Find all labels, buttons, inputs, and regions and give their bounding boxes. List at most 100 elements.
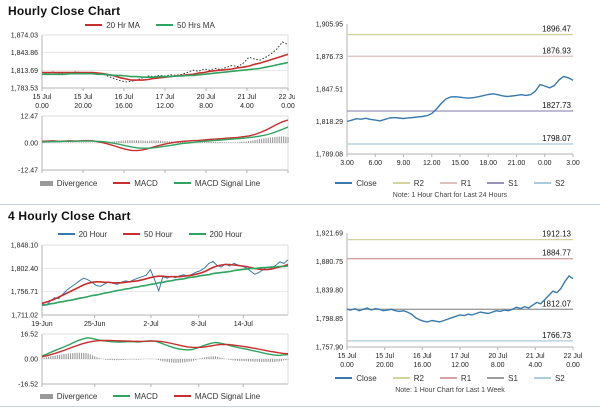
- x-axis-label: 3.00: [566, 160, 580, 167]
- y-axis-label: 1,818.29: [316, 119, 343, 126]
- y-axis-label: 1,802.40: [11, 266, 38, 273]
- y-axis-label: 1,847.51: [316, 87, 343, 94]
- legend-item-macd: MACD: [113, 392, 158, 401]
- legend-line-swatch: [173, 395, 191, 397]
- legend-label: R2: [413, 373, 424, 383]
- series-close: [346, 75, 574, 123]
- y-axis-label: 1,905.95: [316, 22, 343, 29]
- legend-label: 50 Hrs MA: [177, 20, 215, 30]
- y-axis-label: 16.52: [20, 332, 38, 339]
- x-axis-label-line2: 12.00: [156, 103, 174, 110]
- legend-item-50-hour: 50 Hour: [123, 229, 173, 239]
- legend-line-swatch: [439, 182, 457, 184]
- y-axis-label: -16.52: [18, 382, 38, 389]
- legend-line-swatch: [113, 395, 131, 397]
- x-axis-label: 12.00: [423, 160, 441, 167]
- legend-item-r1: R1: [439, 179, 471, 188]
- x-axis-label: 20 Jul: [488, 353, 507, 360]
- hourly-section-title: Hourly Close Chart: [8, 4, 121, 18]
- x-axis-label: 25-Jun: [84, 321, 106, 328]
- 4hourly-right-column: 1,921.69 1,880.75 1,839.80 1,798.85 1,757.90…: [300, 205, 600, 406]
- legend-label: 20 Hour: [78, 229, 108, 239]
- y-axis-label: 1,789.08: [316, 152, 343, 159]
- y-axis-label: 1,756.71: [11, 289, 38, 296]
- legend-line-swatch: [335, 182, 353, 184]
- y-axis-label: 1,711.02: [11, 313, 38, 320]
- x-axis-label: 16 Jul: [413, 353, 432, 360]
- legend-item-50-hrs-ma: 50 Hrs MA: [156, 21, 215, 30]
- series-macd-signal: [41, 339, 289, 358]
- hourly-section: Hourly Close Chart 20 Hr MA 50 Hrs MA 1,8…: [0, 0, 600, 205]
- hourly-macd-legend: Divergence MACD MACD Signal Line: [0, 176, 300, 190]
- x-axis-label: 16 Jul: [115, 94, 134, 101]
- legend-line-swatch: [439, 377, 457, 379]
- x-axis-label: 0.00: [538, 160, 552, 167]
- legend-item-s1: S1: [487, 374, 518, 383]
- x-axis-label: 22 Jul: [279, 94, 295, 101]
- x-axis-label-line2: 8.00: [491, 362, 505, 369]
- legend-line-swatch: [113, 182, 131, 184]
- x-axis-label-line2: 0.00: [566, 362, 580, 369]
- hourly-pivot-legend: Close R2 R1 S1 S2: [300, 176, 600, 190]
- x-axis-label: 17 Jul: [451, 353, 470, 360]
- x-axis-label: 15.00: [451, 160, 469, 167]
- legend-item-close: Close: [335, 179, 377, 188]
- y-axis-label: 1,813.69: [11, 68, 38, 75]
- y-axis-label: -12.47: [18, 168, 38, 175]
- series-macd: [41, 337, 289, 357]
- x-axis-label-line2: 20.00: [376, 362, 394, 369]
- x-axis-label-line2: 12.00: [451, 362, 469, 369]
- legend-item-macd-signal-line: MACD Signal Line: [173, 392, 260, 401]
- y-axis-label: 1,880.75: [316, 259, 343, 266]
- weekly-pivot-note: Note: 1 Hour Chart for Last 1 Week: [395, 387, 505, 394]
- x-axis-label: 19-Jun: [31, 321, 53, 328]
- legend-label: Divergence: [56, 178, 98, 188]
- x-axis-label-line2: 16.00: [413, 362, 431, 369]
- 4hourly-macd-legend: Divergence MACD MACD Signal Line: [0, 389, 300, 403]
- pivot-level-label: 1812.07: [542, 299, 571, 308]
- x-axis-label-line2: 16.00: [115, 103, 133, 110]
- pivot-level-label: 1884.77: [542, 249, 571, 258]
- legend-item-200-hour: 200 Hour: [188, 229, 243, 239]
- legend-label: 200 Hour: [209, 229, 243, 239]
- hourly-left-column: 20 Hr MA 50 Hrs MA 1,874.03 1,843.86 1,813.…: [0, 0, 300, 204]
- x-axis-label: 15 Jul: [74, 94, 93, 101]
- legend-item-divergence: Divergence: [39, 178, 98, 188]
- y-axis-label: 1,757.90: [316, 345, 343, 352]
- legend-label: 50 Hour: [144, 229, 173, 239]
- x-axis-label: 9.00: [397, 160, 411, 167]
- 4hourly-ma-legend: 20 Hour 50 Hour 200 Hour: [0, 227, 300, 241]
- legend-line-swatch: [533, 377, 551, 379]
- legend-line-swatch: [123, 233, 141, 235]
- pivot-level-label: 1896.47: [542, 25, 571, 34]
- 4hourly-section: 4 Hourly Close Chart 20 Hour 50 Hour 200 H…: [0, 205, 600, 407]
- series-macd-signal: [41, 126, 289, 149]
- legend-line-swatch: [533, 182, 551, 184]
- series-ma-50hr: [42, 61, 289, 79]
- series-ma-50hour: [41, 263, 289, 305]
- series-ma-200hour: [41, 265, 289, 307]
- x-axis-label: 21 Jul: [526, 353, 545, 360]
- 4hourly-macd-chart: 16.52 0.00 -16.52: [18, 332, 289, 389]
- legend-line-swatch: [487, 182, 505, 184]
- x-axis-label-line2: 0.00: [281, 103, 295, 110]
- legend-item-s1: S1: [487, 179, 518, 188]
- legend-bar-swatch: [39, 393, 53, 399]
- legend-label: Close: [356, 373, 377, 383]
- legend-label: R1: [460, 373, 472, 383]
- legend-item-macd: MACD: [113, 179, 158, 188]
- legend-item-macd-signal-line: MACD Signal Line: [173, 179, 260, 188]
- legend-line-swatch: [392, 182, 410, 184]
- weekly-pivot-legend: Close R2 R1 S1 S2: [300, 371, 600, 385]
- x-axis-label: 3.00: [340, 160, 354, 167]
- x-axis-label: 18.00: [479, 160, 497, 167]
- pivot-level-label: 1766.73: [542, 331, 571, 340]
- y-axis-label: 1,798.85: [316, 316, 343, 323]
- x-axis-label-line2: 0.00: [35, 103, 49, 110]
- legend-line-swatch: [156, 24, 173, 26]
- x-axis-label: 6.00: [368, 160, 382, 167]
- legend-label: S1: [508, 373, 518, 383]
- y-axis-label: 0.00: [24, 141, 38, 148]
